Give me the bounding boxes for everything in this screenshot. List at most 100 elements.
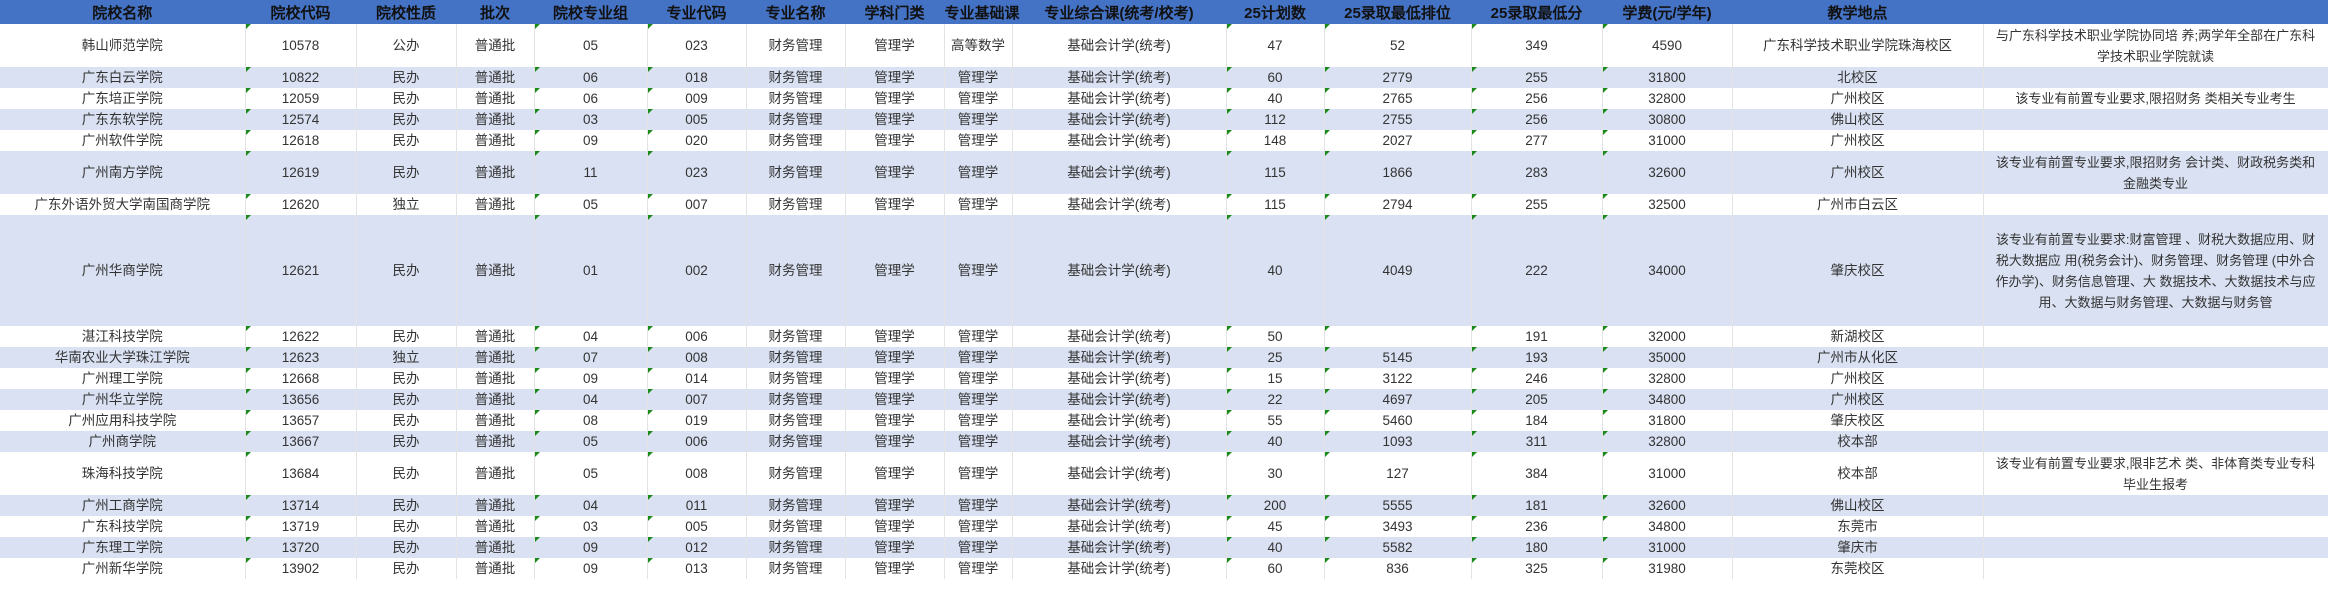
table-cell[interactable]: 普通批: [456, 67, 535, 88]
note-cell[interactable]: [1983, 389, 2328, 410]
table-cell[interactable]: 002: [647, 215, 747, 326]
note-cell[interactable]: 该专业有前置专业要求,限招财务 会计类、财政税务类和金融类专业: [1983, 151, 2328, 194]
table-cell[interactable]: 5145: [1324, 347, 1472, 368]
table-cell[interactable]: 007: [647, 194, 747, 215]
table-cell[interactable]: 09: [534, 537, 648, 558]
note-cell[interactable]: [1983, 67, 2328, 88]
table-cell[interactable]: 13684: [245, 452, 357, 495]
table-cell[interactable]: 管理学: [845, 431, 945, 452]
table-cell[interactable]: 005: [647, 109, 747, 130]
table-cell[interactable]: 管理学: [845, 151, 945, 194]
table-cell[interactable]: 40: [1226, 537, 1325, 558]
table-cell[interactable]: 05: [534, 194, 648, 215]
note-cell[interactable]: 该专业有前置专业要求,限招财务 类相关专业考生: [1983, 88, 2328, 109]
table-cell[interactable]: 财务管理: [746, 24, 846, 67]
table-cell[interactable]: 广东白云学院: [0, 67, 246, 88]
table-cell[interactable]: 023: [647, 151, 747, 194]
table-cell[interactable]: 财务管理: [746, 194, 846, 215]
table-cell[interactable]: 2765: [1324, 88, 1472, 109]
note-cell[interactable]: [1983, 410, 2328, 431]
column-header[interactable]: 学科门类: [845, 0, 945, 24]
table-cell[interactable]: 普通批: [456, 389, 535, 410]
table-cell[interactable]: 财务管理: [746, 88, 846, 109]
table-cell[interactable]: 基础会计学(统考): [1012, 194, 1227, 215]
table-cell[interactable]: 东莞市: [1732, 516, 1984, 537]
table-cell[interactable]: 30: [1226, 452, 1325, 495]
table-cell[interactable]: 2779: [1324, 67, 1472, 88]
table-cell[interactable]: 民办: [356, 537, 457, 558]
table-cell[interactable]: 广东外语外贸大学南国商学院: [0, 194, 246, 215]
table-cell[interactable]: 广州理工学院: [0, 368, 246, 389]
table-cell[interactable]: 北校区: [1732, 67, 1984, 88]
table-cell[interactable]: [1324, 326, 1472, 347]
table-cell[interactable]: 普通批: [456, 151, 535, 194]
table-cell[interactable]: 184: [1471, 410, 1603, 431]
table-cell[interactable]: 管理学: [944, 537, 1013, 558]
table-cell[interactable]: 华南农业大学珠江学院: [0, 347, 246, 368]
table-cell[interactable]: 财务管理: [746, 537, 846, 558]
table-cell[interactable]: 基础会计学(统考): [1012, 495, 1227, 516]
table-cell[interactable]: 广州华立学院: [0, 389, 246, 410]
table-cell[interactable]: 韩山师范学院: [0, 24, 246, 67]
note-cell[interactable]: [1983, 537, 2328, 558]
table-cell[interactable]: 管理学: [944, 389, 1013, 410]
table-cell[interactable]: 普通批: [456, 88, 535, 109]
table-cell[interactable]: 60: [1226, 558, 1325, 579]
table-cell[interactable]: 广州校区: [1732, 88, 1984, 109]
table-cell[interactable]: 13714: [245, 495, 357, 516]
table-cell[interactable]: 基础会计学(统考): [1012, 215, 1227, 326]
note-cell[interactable]: [1983, 495, 2328, 516]
table-cell[interactable]: 民办: [356, 151, 457, 194]
table-cell[interactable]: 财务管理: [746, 347, 846, 368]
table-cell[interactable]: 普通批: [456, 495, 535, 516]
table-cell[interactable]: 管理学: [845, 194, 945, 215]
table-cell[interactable]: 03: [534, 109, 648, 130]
table-cell[interactable]: 广州应用科技学院: [0, 410, 246, 431]
table-cell[interactable]: 31800: [1602, 410, 1733, 431]
table-cell[interactable]: 32500: [1602, 194, 1733, 215]
table-cell[interactable]: 181: [1471, 495, 1603, 516]
table-cell[interactable]: 09: [534, 368, 648, 389]
table-cell[interactable]: 广东理工学院: [0, 537, 246, 558]
table-cell[interactable]: 管理学: [944, 130, 1013, 151]
table-cell[interactable]: 06: [534, 88, 648, 109]
table-cell[interactable]: 011: [647, 495, 747, 516]
table-cell[interactable]: 珠海科技学院: [0, 452, 246, 495]
table-cell[interactable]: 50: [1226, 326, 1325, 347]
table-cell[interactable]: 4697: [1324, 389, 1472, 410]
column-header[interactable]: 25录取最低排位: [1324, 0, 1472, 24]
table-cell[interactable]: 31000: [1602, 130, 1733, 151]
table-cell[interactable]: 012: [647, 537, 747, 558]
table-cell[interactable]: 05: [534, 452, 648, 495]
table-cell[interactable]: 01: [534, 215, 648, 326]
table-cell[interactable]: 31000: [1602, 452, 1733, 495]
table-cell[interactable]: 校本部: [1732, 452, 1984, 495]
table-cell[interactable]: 民办: [356, 495, 457, 516]
table-cell[interactable]: 管理学: [845, 452, 945, 495]
table-cell[interactable]: 008: [647, 347, 747, 368]
table-cell[interactable]: 09: [534, 558, 648, 579]
table-cell[interactable]: 12623: [245, 347, 357, 368]
table-cell[interactable]: 384: [1471, 452, 1603, 495]
table-cell[interactable]: 财务管理: [746, 452, 846, 495]
table-cell[interactable]: 财务管理: [746, 67, 846, 88]
table-cell[interactable]: 管理学: [944, 347, 1013, 368]
table-cell[interactable]: 836: [1324, 558, 1472, 579]
table-cell[interactable]: 普通批: [456, 368, 535, 389]
table-cell[interactable]: 普通批: [456, 537, 535, 558]
table-cell[interactable]: 12620: [245, 194, 357, 215]
note-cell[interactable]: [1983, 109, 2328, 130]
table-cell[interactable]: 005: [647, 516, 747, 537]
table-cell[interactable]: 基础会计学(统考): [1012, 151, 1227, 194]
table-cell[interactable]: 新湖校区: [1732, 326, 1984, 347]
table-cell[interactable]: 32000: [1602, 326, 1733, 347]
table-cell[interactable]: 52: [1324, 24, 1472, 67]
table-cell[interactable]: 公办: [356, 24, 457, 67]
table-cell[interactable]: 13656: [245, 389, 357, 410]
table-cell[interactable]: 基础会计学(统考): [1012, 24, 1227, 67]
table-cell[interactable]: 4049: [1324, 215, 1472, 326]
column-header[interactable]: 专业综合课(统考/校考): [1012, 0, 1227, 24]
table-cell[interactable]: 普通批: [456, 431, 535, 452]
table-cell[interactable]: 财务管理: [746, 368, 846, 389]
table-cell[interactable]: 31000: [1602, 537, 1733, 558]
